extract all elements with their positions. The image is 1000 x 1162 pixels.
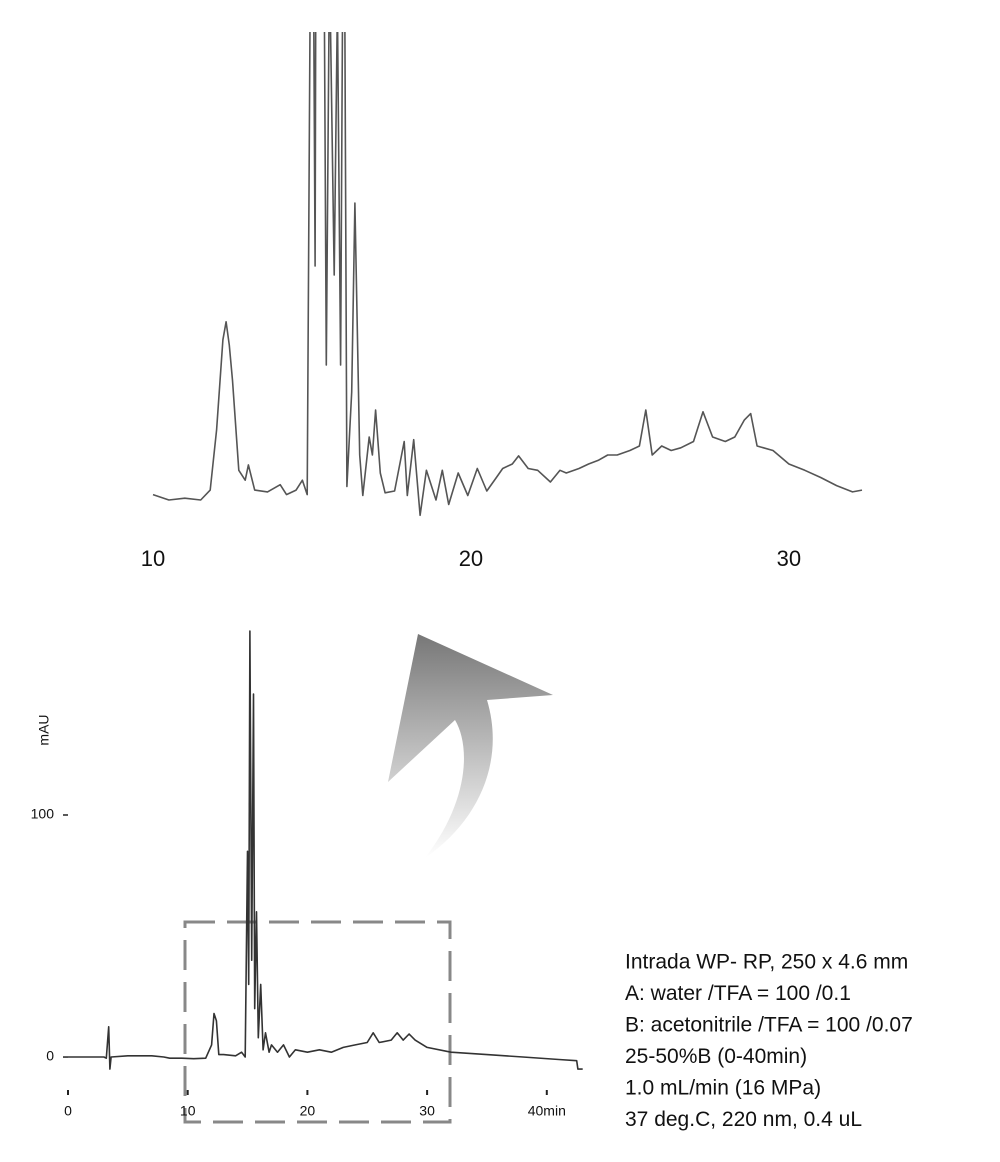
method-note: 1.0 mL/min (16 MPa) bbox=[625, 1077, 821, 1100]
y-tick-label: 0 bbox=[46, 1048, 54, 1064]
x-tick-label: 30 bbox=[777, 546, 801, 571]
x-tick-label: 10 bbox=[180, 1103, 196, 1119]
x-tick-label: 20 bbox=[459, 546, 483, 571]
x-tick-label: 10 bbox=[141, 546, 165, 571]
chromatogram-line bbox=[152, 32, 863, 517]
zoom-box bbox=[183, 920, 452, 1124]
method-note: 37 deg.C, 220 nm, 0.4 uL bbox=[625, 1108, 862, 1131]
method-note: B: acetonitrile /TFA = 100 /0.07 bbox=[625, 1014, 913, 1037]
method-note: 25-50%B (0-40min) bbox=[625, 1045, 807, 1068]
method-note: Intrada WP- RP, 250 x 4.6 mm bbox=[625, 951, 908, 974]
chromatogram-line bbox=[68, 630, 583, 1070]
x-tick-label: 40min bbox=[528, 1103, 566, 1119]
method-note: A: water /TFA = 100 /0.1 bbox=[625, 982, 851, 1005]
y-tick-label: 100 bbox=[31, 806, 55, 822]
x-tick-label: 30 bbox=[419, 1103, 435, 1119]
zoom-arrow bbox=[388, 634, 553, 858]
x-tick-label: 20 bbox=[300, 1103, 316, 1119]
x-tick-label: 0 bbox=[64, 1103, 72, 1119]
y-axis-label: mAU bbox=[36, 714, 52, 745]
